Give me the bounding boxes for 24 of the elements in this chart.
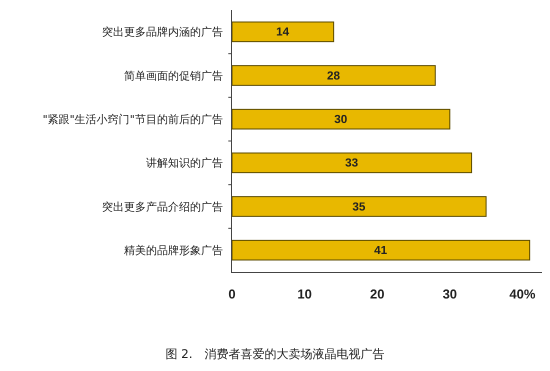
data-label: 35: [352, 200, 366, 214]
x-tick-label: 0: [228, 286, 236, 302]
data-label: 33: [345, 156, 359, 170]
data-label: 14: [276, 26, 290, 39]
bar: [232, 152, 472, 174]
bar: [232, 22, 334, 42]
bar: [232, 196, 487, 217]
data-label: 28: [326, 69, 340, 82]
y-tick-label: 突出更多品牌内涵的广告: [102, 26, 223, 39]
y-tick-label: 精美的品牌形象广告: [124, 244, 223, 258]
bar: [232, 240, 530, 260]
x-tick-label: 40%: [509, 286, 536, 302]
x-tick-label: 30: [442, 286, 458, 302]
bar: [232, 65, 436, 86]
y-tick-label: 突出更多产品介绍的广告: [102, 200, 223, 214]
data-label: 41: [374, 244, 388, 258]
y-tick-label: 讲解知识的广告: [146, 156, 223, 170]
y-tick-label: 简单画面的促销广告: [124, 69, 223, 82]
bar: [232, 108, 450, 130]
x-tick-label: 10: [297, 286, 312, 302]
text: 图 2. 消费者喜爱的大卖场液晶电视广告: [165, 347, 385, 362]
data-label: 30: [334, 113, 348, 126]
y-tick-label: "紧跟"生活小窍门"节目的前后的广告: [42, 113, 223, 126]
x-tick-label: 20: [370, 286, 384, 302]
